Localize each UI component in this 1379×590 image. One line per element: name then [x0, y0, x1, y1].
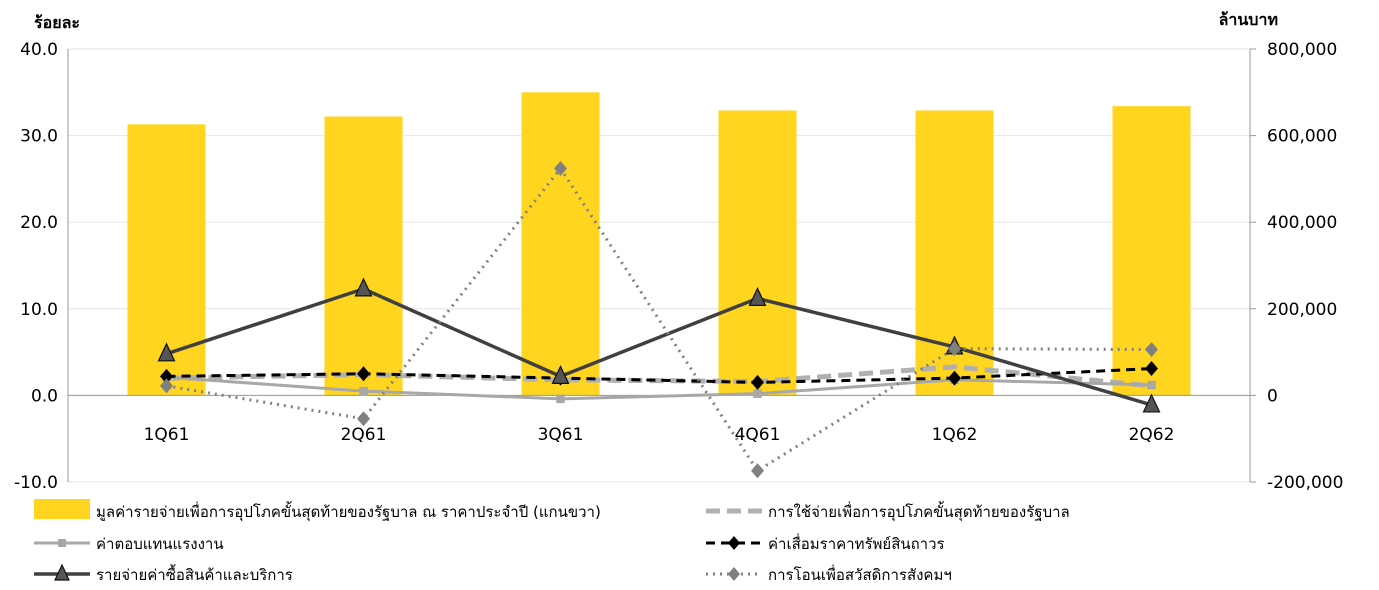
marker-triangle	[354, 277, 373, 297]
marker-diamond	[948, 341, 961, 357]
marker-triangle	[157, 342, 176, 362]
y-right-axis-title: ล้านบาท	[1219, 10, 1278, 29]
legend-label: ค่าเสื่อมราคาทรัพย์สินถาวร	[768, 533, 945, 553]
y-right-tick-label: 800,000	[1267, 40, 1337, 60]
x-tick-label: 1Q61	[144, 425, 190, 445]
marker-diamond	[160, 378, 173, 394]
legend-swatch	[34, 499, 90, 519]
y-right-tick-label: 400,000	[1267, 213, 1337, 233]
marker-diamond	[357, 411, 370, 427]
marker-triangle	[748, 286, 767, 307]
y-right-tick-label: 0	[1267, 386, 1278, 406]
marker-diamond	[1145, 342, 1158, 358]
y-left-tick-label: 30.0	[20, 127, 58, 147]
x-tick-label: 3Q61	[538, 425, 584, 445]
legend-label: รายจ่ายค่าซื้อสินค้าและบริการ	[96, 564, 293, 584]
marker-triangle	[54, 563, 70, 581]
marker-diamond	[160, 368, 173, 384]
bar	[521, 92, 600, 396]
bar-series	[127, 92, 1191, 396]
marker-square	[359, 386, 368, 396]
series-line	[165, 287, 1152, 407]
x-tick-label: 2Q61	[341, 425, 387, 445]
marker-diamond	[728, 536, 740, 550]
marker-square	[556, 394, 565, 404]
line-series	[157, 161, 1161, 479]
y-left-axis-title: ร้อยละ	[34, 13, 80, 32]
marker-diamond	[554, 161, 567, 177]
legend-label: การโอนเพื่อสวัสดิการสังคมฯ	[768, 564, 952, 584]
series-line	[166, 167, 1152, 473]
marker-diamond	[728, 567, 740, 581]
legend-label: การใช้จ่ายเพื่อการอุปโภคขั้นสุดท้ายของรั…	[768, 501, 1070, 522]
marker-diamond	[751, 374, 764, 390]
marker-triangle	[1142, 393, 1161, 413]
y-left-tick-label: -10.0	[14, 473, 58, 493]
axis-labels: ร้อยละ ล้านบาท 40.0 30.0 20.0 10.0 0.0 -10.0 8…	[14, 10, 1343, 493]
x-tick-label: 1Q62	[932, 425, 978, 445]
bar	[718, 110, 797, 396]
gridlines	[68, 48, 1250, 483]
legend-label: ค่าตอบแทนแรงงาน	[96, 535, 224, 553]
y-right-tick-label: -200,000	[1267, 473, 1343, 493]
legend: มูลค่ารายจ่ายเพื่อการอุปโภคขั้นสุดท้ายขอ…	[34, 499, 1070, 584]
bar	[324, 116, 403, 396]
series-line	[166, 364, 1152, 389]
legend-label: มูลค่ารายจ่ายเพื่อการอุปโภคขั้นสุดท้ายขอ…	[96, 501, 601, 522]
y-left-tick-label: 20.0	[20, 213, 58, 233]
marker-diamond	[751, 463, 764, 479]
series-line	[166, 375, 1152, 401]
y-right-tick-label: 600,000	[1267, 127, 1337, 147]
marker-square	[58, 539, 66, 547]
x-tick-label: 2Q62	[1129, 425, 1175, 445]
y-left-tick-label: 0.0	[31, 386, 58, 406]
marker-triangle	[551, 364, 570, 384]
y-left-tick-label: 40.0	[20, 40, 58, 60]
axes	[67, 48, 1256, 483]
marker-diamond	[357, 366, 370, 382]
y-right-tick-label: 200,000	[1267, 300, 1337, 320]
x-tick-label: 4Q61	[735, 425, 781, 445]
marker-square	[1147, 380, 1156, 390]
marker-square	[753, 389, 762, 398]
marker-diamond	[1145, 361, 1158, 377]
y-left-tick-label: 10.0	[20, 300, 58, 320]
marker-diamond	[948, 370, 961, 386]
